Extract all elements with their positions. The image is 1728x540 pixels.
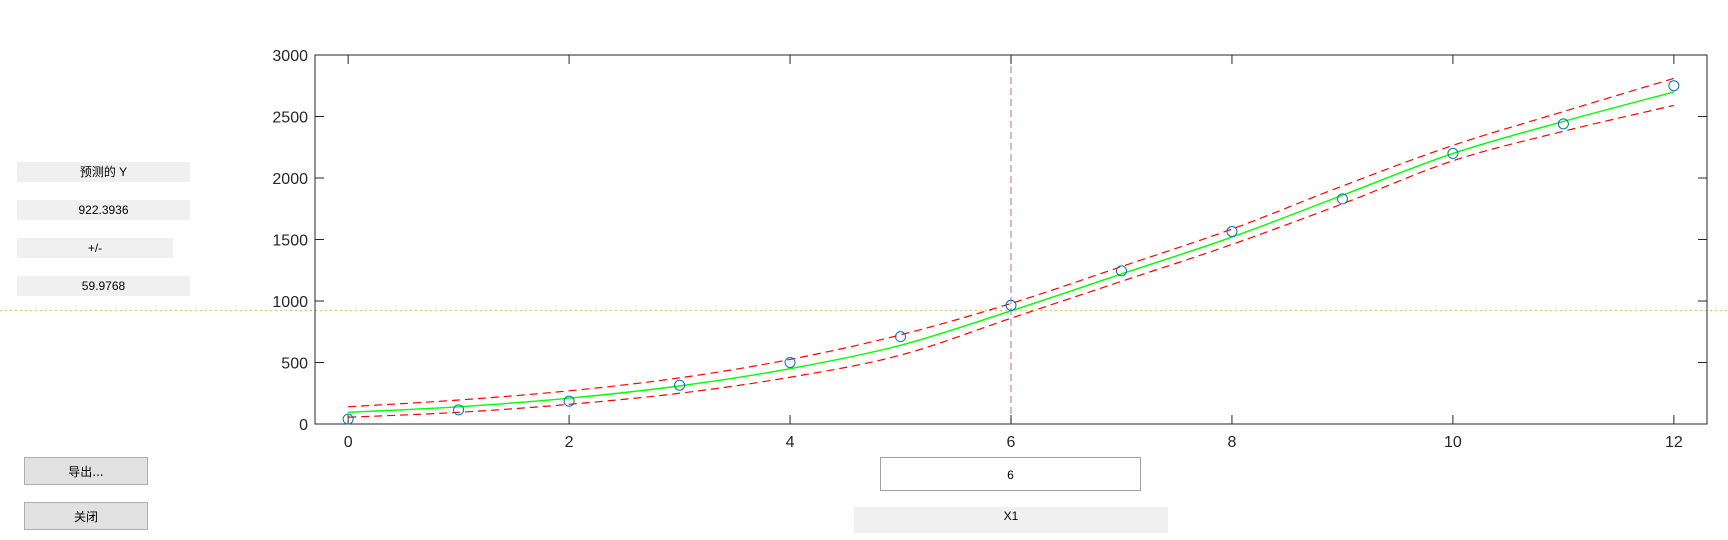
observed-point	[1005, 299, 1017, 311]
plus-minus-value: 59.9768	[17, 276, 190, 296]
close-button[interactable]: 关闭	[24, 502, 148, 530]
observed-point	[453, 404, 465, 416]
x-tick-label: 8	[1227, 434, 1236, 451]
observed-point	[1115, 265, 1127, 277]
x-tick-label: 2	[565, 434, 574, 451]
observed-point	[1668, 80, 1680, 92]
observed-point	[1226, 226, 1238, 238]
observed-point	[784, 357, 796, 368]
y-tick-label: 2500	[272, 110, 308, 127]
y-tick-label: 1000	[272, 294, 308, 311]
upper-bound-line	[348, 77, 1675, 408]
y-tick-label: 3000	[272, 48, 308, 65]
lower-bound-line	[348, 104, 1674, 418]
export-button[interactable]: 导出...	[24, 457, 148, 485]
x1-value-input[interactable]: 6	[880, 457, 1141, 491]
observed-point	[1447, 147, 1459, 159]
x-tick-label: 10	[1444, 434, 1462, 451]
fit-line	[348, 91, 1675, 414]
observed-point	[674, 379, 686, 391]
x1-label: X1	[854, 507, 1168, 533]
x-tick-label: 6	[1007, 434, 1016, 451]
observed-point	[563, 395, 575, 407]
predicted-y-value: 922.3936	[17, 200, 190, 220]
predicted-y-label: 预测的 Y	[17, 162, 190, 182]
y-tick-label: 500	[281, 356, 308, 373]
y-tick-label: 2000	[272, 171, 308, 188]
observed-point	[1557, 118, 1569, 130]
x-tick-label: 4	[786, 434, 795, 451]
y-tick-label: 0	[299, 417, 308, 434]
y-tick-label: 1500	[272, 233, 308, 250]
observed-point	[1336, 193, 1348, 205]
x-tick-label: 0	[344, 434, 353, 451]
x-tick-label: 12	[1665, 434, 1683, 451]
observed-point	[342, 413, 354, 425]
observed-point	[895, 331, 907, 343]
plus-minus-label: +/-	[17, 238, 173, 258]
